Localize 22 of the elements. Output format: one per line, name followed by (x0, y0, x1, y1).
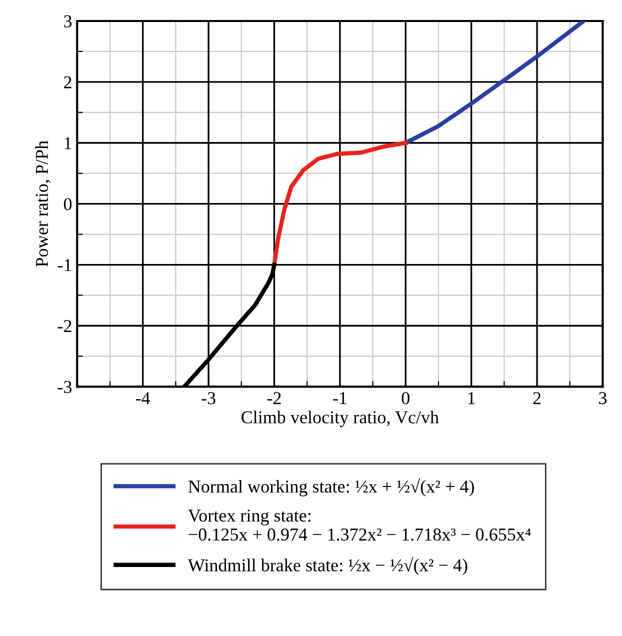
x-tick-label: 2 (533, 392, 541, 404)
x-tick-label: 3 (599, 392, 607, 404)
y-tick-label: 0 (64, 198, 72, 210)
legend-label: Vortex ring state: −0.125x + 0.974 − 1.372x² − 1.718x³ − 0.655x⁴ (188, 510, 531, 541)
y-tick-label: 2 (64, 76, 72, 88)
line-series (272, 140, 408, 267)
x-tick-label: 0 (402, 392, 410, 404)
x-tick-label: -3 (202, 392, 216, 404)
line-series (404, 20, 586, 145)
y-tick-label: 1 (64, 137, 72, 150)
y-tick-label: -1 (58, 259, 72, 272)
y-tick-label: 3 (64, 15, 72, 28)
legend-label: Windmill brake state: ½x − ½√(x² − 4) (188, 556, 468, 576)
x-tick-label: -2 (267, 392, 281, 404)
x-tick-label: -4 (136, 392, 150, 404)
x-tick-label: -1 (333, 392, 346, 404)
y-tick-label: -2 (58, 320, 72, 332)
legend-label: Normal working state: ½x + ½√(x² + 4) (188, 478, 474, 496)
y-axis-title: Power ratio, P/Ph (35, 140, 51, 267)
x-axis-title: Climb velocity ratio, Vc/vh (242, 410, 439, 428)
y-tick-label: -3 (58, 380, 72, 394)
x-tick-label: 1 (468, 392, 475, 404)
